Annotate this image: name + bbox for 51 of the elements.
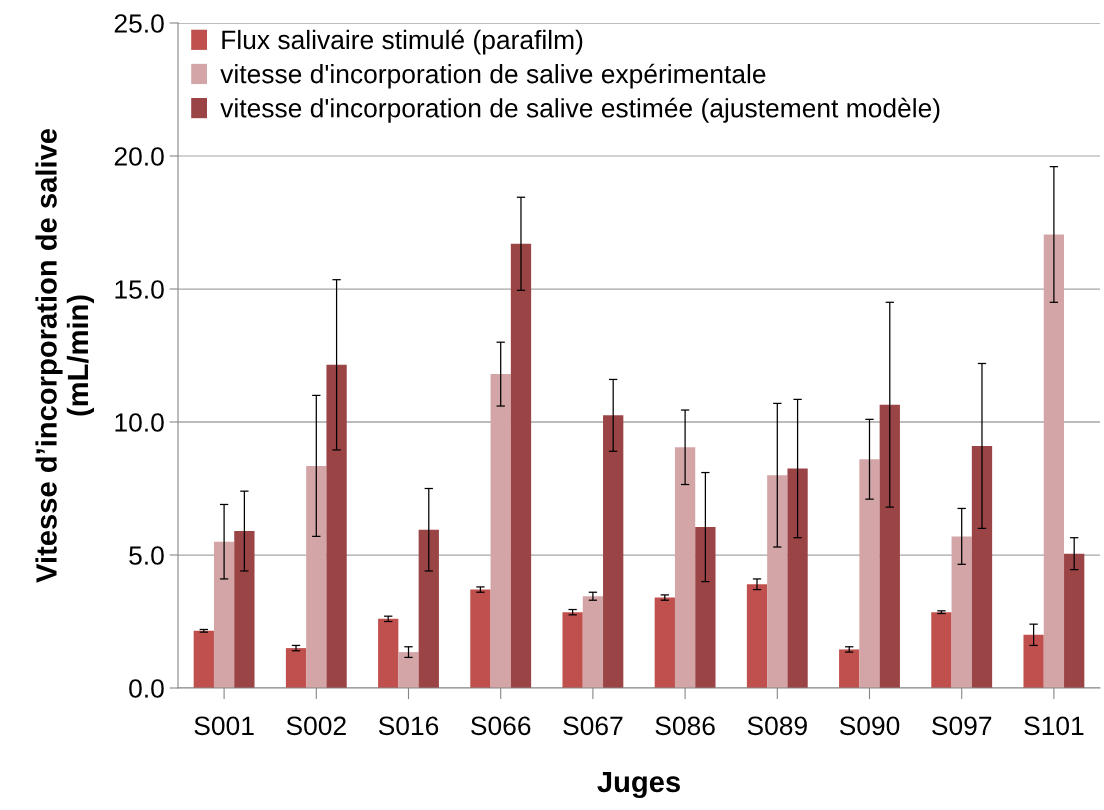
bar [654,597,675,688]
legend-label: Flux salivaire stimulé (parafilm) [222,29,583,55]
bar [398,652,419,688]
bar [562,612,583,688]
bar [971,445,993,688]
bar [951,536,972,688]
x-tick-label: S016 [378,716,439,736]
bar [787,468,808,688]
bar [746,584,768,688]
bar [490,374,511,688]
bar [879,404,900,688]
y-tick-label: 0.0 [129,679,164,698]
bar [839,649,860,688]
x-tick-label: S090 [839,716,900,736]
legend-label: vitesse d'incorporation de salive estimée (ajustement modèle) [220,97,940,123]
x-tick-label: S002 [286,716,346,736]
bar [674,447,696,688]
x-tick-label: S101 [1024,716,1084,736]
bar [695,527,716,688]
bar [931,612,952,688]
x-tick-label: S067 [563,716,623,736]
bar [234,531,255,688]
bar [859,459,880,688]
y-tick-label: 25.0 [114,14,164,33]
bar [470,589,491,688]
y-axis-title: Vitesse d’incorporation de salive (mL/min) [35,129,95,583]
legend-label: vitesse d'incorporation de salive expérimentale [220,63,766,89]
y-tick-label: 10.0 [115,413,164,432]
bar [378,618,399,688]
bar [193,630,214,688]
bar [285,648,307,688]
bar [1043,234,1065,688]
bar [326,364,347,688]
bar [510,243,532,688]
bar [1064,553,1085,688]
x-tick-label: S086 [655,716,715,736]
bar [767,475,788,688]
x-tick-label: S001 [194,716,254,736]
bar [213,541,235,688]
x-tick-label: S066 [471,716,531,736]
x-tick-label: S089 [747,716,807,736]
y-tick-label: 5.0 [129,546,164,565]
x-axis-title: Juges [597,771,680,799]
bar [582,596,604,688]
y-tick-label: 15.0 [115,280,164,299]
bar [306,465,327,688]
bar [603,415,624,688]
x-tick-label: S097 [932,716,992,736]
bar [418,529,439,688]
y-tick-label: 20.0 [114,147,164,166]
bar [1023,634,1044,688]
